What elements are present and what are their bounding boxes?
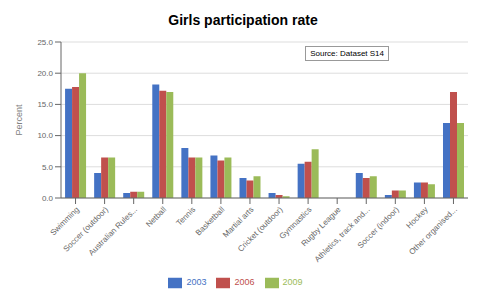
html-text:Source: Dataset S14: Source: Dataset S14 [310, 49, 384, 58]
svg-text:10.0: 10.0 [37, 131, 53, 140]
svg-text:Martial arts: Martial arts [221, 205, 256, 240]
svg-text:15.0: 15.0 [37, 100, 53, 109]
svg-text:Swimming: Swimming [48, 205, 81, 238]
svg-text:5.0: 5.0 [42, 163, 54, 172]
svg-text:Gymnastics: Gymnastics [277, 205, 314, 241]
svg-text:Netball: Netball [144, 205, 168, 229]
svg-text:Athletics, track and...: Athletics, track and... [313, 205, 372, 264]
svg-text:Soccer (outdoor): Soccer (outdoor) [61, 205, 110, 254]
svg-text:Soccer (indoor): Soccer (indoor) [356, 205, 401, 250]
svg-text:Percent: Percent [14, 104, 24, 136]
svg-text:Australian Rules...: Australian Rules... [87, 205, 139, 257]
html-text:2009: 2009 [282, 277, 303, 288]
svg-text:25.0: 25.0 [37, 38, 53, 47]
html-text:Girls participation rate: Girls participation rate [168, 12, 318, 28]
svg-text:20.0: 20.0 [37, 69, 53, 78]
svg-text:Tennis: Tennis [175, 205, 198, 228]
svg-text:Rugby League: Rugby League [299, 205, 343, 249]
svg-text:Other organised...: Other organised... [407, 205, 459, 257]
html-text:2006: 2006 [234, 277, 255, 288]
svg-text:Cricket (outdoor): Cricket (outdoor) [236, 205, 285, 254]
svg-text:Hockey: Hockey [405, 205, 430, 230]
svg-text:0.0: 0.0 [42, 194, 54, 203]
svg-text:Basketball: Basketball [193, 205, 227, 238]
html-text:2003: 2003 [186, 277, 207, 288]
